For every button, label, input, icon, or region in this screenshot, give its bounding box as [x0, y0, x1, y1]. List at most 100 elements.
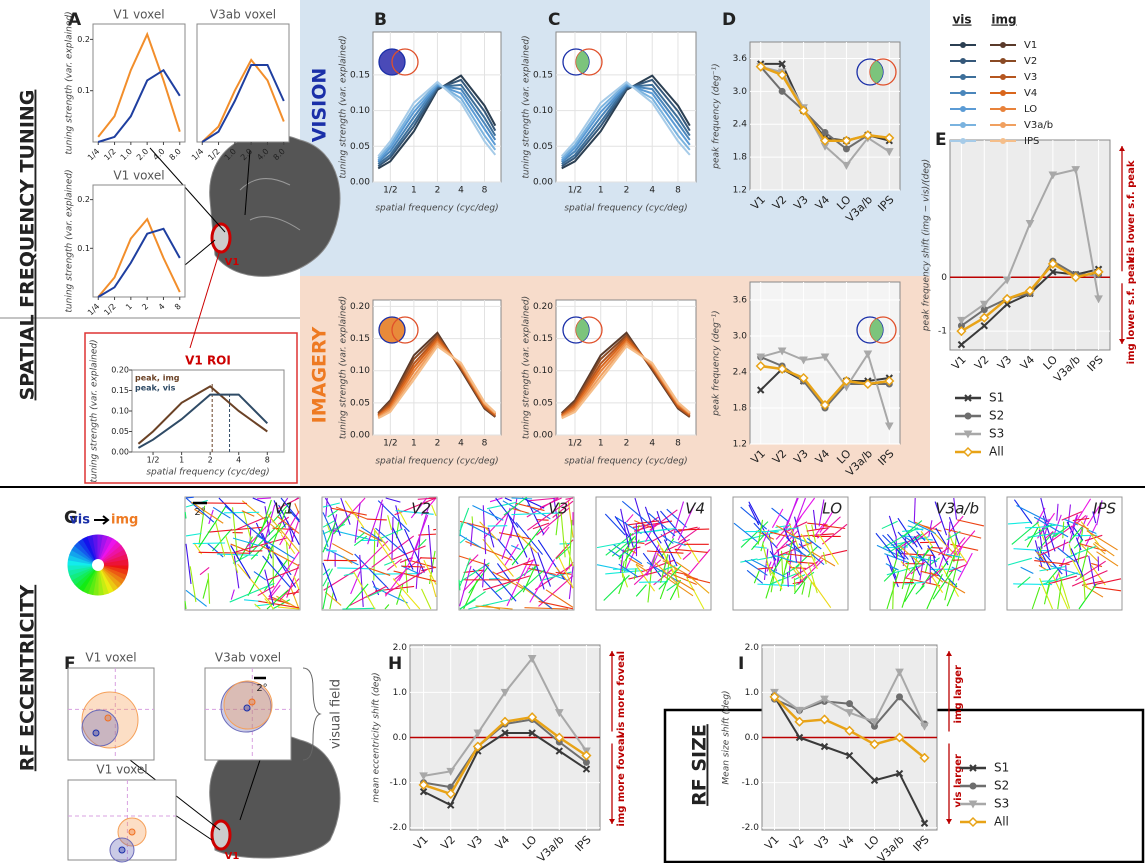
chart-title: V1 ROI — [185, 354, 231, 368]
y-tick-label: 0 — [941, 273, 947, 283]
y-tick-label: 0.00 — [533, 178, 553, 188]
rf-shift-box: V3 — [459, 497, 574, 610]
x-tick-label: 4 — [458, 439, 464, 449]
section-label: RF ECCENTRICITY — [17, 585, 39, 772]
y-tick-label: 0.0 — [745, 733, 760, 743]
x-tick-label: 1 — [598, 439, 604, 449]
x-tick-label: 1/4 — [190, 147, 205, 162]
x-tick-label: 1 — [411, 439, 417, 449]
y-tick-label: 3.0 — [733, 87, 748, 97]
area-label: V4 — [685, 500, 705, 518]
x-tick-label: V3 — [812, 833, 831, 852]
x-tick-label: 8 — [675, 439, 681, 449]
marker — [897, 694, 903, 700]
rf-shift-line — [794, 578, 795, 592]
legend-label: IPS — [1024, 136, 1039, 147]
x-tick-label: 2 — [435, 439, 441, 449]
legend-label: V3 — [1024, 72, 1037, 83]
chart: 1/41/21.02.04.08.0V3ab voxel — [190, 8, 289, 163]
x-tick-label: 8 — [675, 186, 681, 196]
annotation: vis lower s.f. peak — [1126, 160, 1137, 263]
legend-marker — [1000, 58, 1006, 64]
y-tick-label: 0.15 — [533, 334, 553, 344]
x-tick-label: IPS — [911, 833, 932, 854]
vision-label: VISION — [309, 68, 331, 143]
x-tick-label: 1 — [179, 456, 184, 465]
x-tick-label: 1/4 — [86, 302, 101, 317]
x-tick-label: 1/4 — [86, 147, 101, 162]
legend-marker — [960, 122, 966, 128]
y-tick-label: 2.4 — [733, 368, 748, 378]
legend-header: vis — [952, 13, 971, 27]
y-tick-label: 0.05 — [350, 398, 370, 408]
y-axis-label: tuning strength (var. explained) — [65, 169, 75, 312]
legend-marker — [964, 448, 972, 456]
x-axis-label: spatial frequency (cyc/deg) — [375, 457, 498, 467]
y-tick-label: 1.0 — [745, 688, 760, 698]
y-tick-label: 0.05 — [533, 398, 553, 408]
x-tick-label: V3 — [466, 833, 485, 852]
x-tick-label: 1 — [124, 302, 134, 312]
rf-shift-box: IPS — [1007, 497, 1122, 610]
panel-letter: D — [722, 10, 736, 30]
y-tick-label: 0.00 — [111, 448, 129, 457]
y-tick-label: -1 — [938, 327, 947, 337]
x-tick-label: V1 — [949, 353, 968, 372]
y-tick-label: 0.15 — [350, 70, 370, 80]
y-tick-label: 0.15 — [111, 386, 129, 395]
y-axis-label: peak frequency (deg⁻¹) — [712, 310, 722, 416]
rf-box: V1 voxel — [68, 651, 154, 761]
x-tick-label: V3a/b — [1051, 353, 1083, 385]
chart-title: V3ab voxel — [210, 8, 276, 22]
rf-circle — [105, 715, 111, 721]
g-arrow — [94, 516, 108, 524]
legend-marker — [1000, 138, 1006, 144]
x-tick-label: 8.0 — [168, 147, 183, 162]
legend-label: V1 — [1024, 40, 1037, 51]
y-axis-label: Mean size shift (deg) — [722, 690, 732, 784]
chart-title: V1 voxel — [113, 169, 164, 183]
arrow-head — [1119, 146, 1125, 151]
x-axis-label: spatial frequency (cyc/deg) — [564, 457, 687, 467]
y-tick-label: 0.0 — [393, 733, 408, 743]
rf-box: V1 voxel — [68, 763, 176, 863]
y-tick-label: 1.2 — [733, 440, 747, 450]
box-title: V1 voxel — [85, 651, 136, 665]
y-tick-label: 0.20 — [111, 366, 129, 375]
scale-label: 2° — [256, 683, 267, 694]
legend-marker — [1000, 42, 1006, 48]
legend-marker — [969, 818, 977, 826]
figure: SPATIAL FREQUENCY TUNING RF ECCENTRICITY… — [0, 0, 1145, 863]
y-tick-label: -1.0 — [741, 778, 759, 788]
y-tick-label: 0.1 — [77, 244, 90, 253]
panel-letter: B — [374, 10, 387, 30]
area-label: V3 — [548, 500, 568, 518]
y-axis-label: tuning strength (var. explained) — [90, 339, 100, 482]
x-tick-label: LO — [520, 833, 540, 853]
rf-shift-line — [224, 512, 259, 513]
panel-letter: C — [548, 10, 560, 30]
x-tick-label: 1/2 — [383, 186, 397, 196]
legend-label: S2 — [994, 779, 1009, 793]
x-axis-label: spatial frequency (cyc/deg) — [564, 204, 687, 214]
annotation: vis larger — [953, 754, 964, 807]
legend-header: img — [991, 13, 1016, 27]
section-label: RF SIZE — [689, 724, 711, 806]
y-tick-label: 0.00 — [533, 431, 553, 441]
arrow-head — [1119, 339, 1125, 344]
legend-marker — [960, 138, 966, 144]
legend-label: S3 — [989, 427, 1004, 441]
y-tick-label: 0.05 — [533, 142, 553, 152]
y-tick-label: 0.15 — [533, 70, 553, 80]
rf-circle — [119, 847, 125, 853]
y-tick-label: 3.0 — [733, 332, 748, 342]
rf-circle — [93, 730, 99, 736]
y-axis-label: tuning strength (var. explained) — [65, 11, 75, 154]
rf-shift-box: V4 — [596, 497, 711, 610]
rf-shift-box: V2 — [322, 497, 437, 610]
x-tick-label: IPS — [573, 833, 594, 854]
marker — [822, 129, 828, 135]
chart: 0.10.21/41/21.02.04.08.0V1 voxeltuning s… — [65, 8, 186, 163]
legend-label: S1 — [994, 761, 1009, 775]
x-tick-label: 8 — [265, 456, 270, 465]
